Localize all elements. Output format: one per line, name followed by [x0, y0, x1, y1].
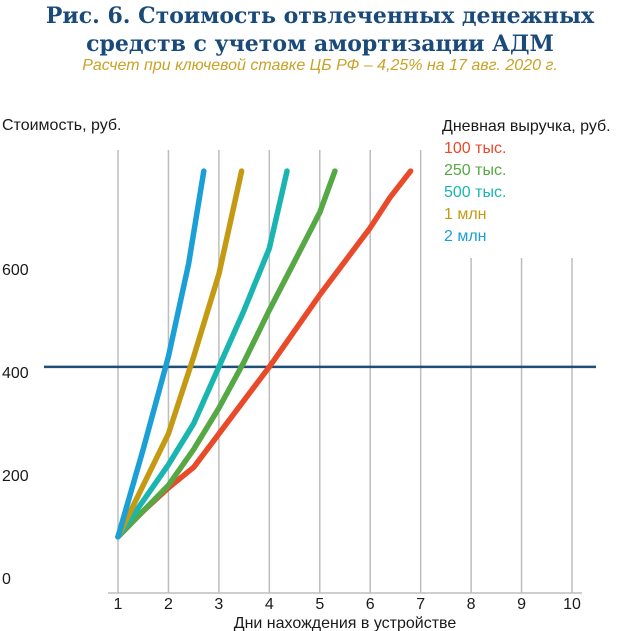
legend-item-2: 250 тыс. [444, 162, 506, 179]
series-line-4 [115, 168, 245, 540]
x-tick-label: 3 [214, 596, 223, 613]
chart-subtitle: Расчет при ключевой ставке ЦБ РФ – 4,25%… [82, 57, 558, 74]
x-tick-label: 5 [315, 596, 324, 613]
legend-item-3: 500 тыс. [444, 184, 506, 201]
x-tick-label: 6 [366, 596, 375, 613]
series-line-5 [115, 168, 207, 540]
y-axis-label: Стоимость, руб. [2, 117, 122, 134]
x-tick-label: 2 [164, 596, 173, 613]
legend-item-1: 100 тыс. [444, 140, 506, 157]
legend-item-4: 1 млн [444, 206, 487, 223]
series-line-3 [115, 168, 290, 540]
series-line-1 [115, 168, 414, 540]
x-tick-label: 9 [517, 596, 526, 613]
y-tick-label: 400 [2, 365, 29, 382]
x-tick-label: 4 [265, 596, 274, 613]
y-tick-label: 600 [2, 262, 29, 279]
x-tick-label: 8 [467, 596, 476, 613]
legend-item-5: 2 млн [444, 228, 487, 245]
x-axis-label: Дни нахождения в устройстве [234, 615, 457, 631]
legend-title: Дневная выручка, руб. [442, 118, 611, 135]
x-tick-label: 7 [416, 596, 425, 613]
series-line-2 [115, 168, 338, 540]
y-tick-label: 0 [2, 571, 11, 588]
x-tick-label: 1 [114, 596, 123, 613]
y-tick-label: 200 [2, 468, 29, 485]
chart-title: Рис. 6. Стоимость отвлеченных денежных с… [45, 3, 595, 57]
x-tick-label: 10 [563, 596, 581, 613]
